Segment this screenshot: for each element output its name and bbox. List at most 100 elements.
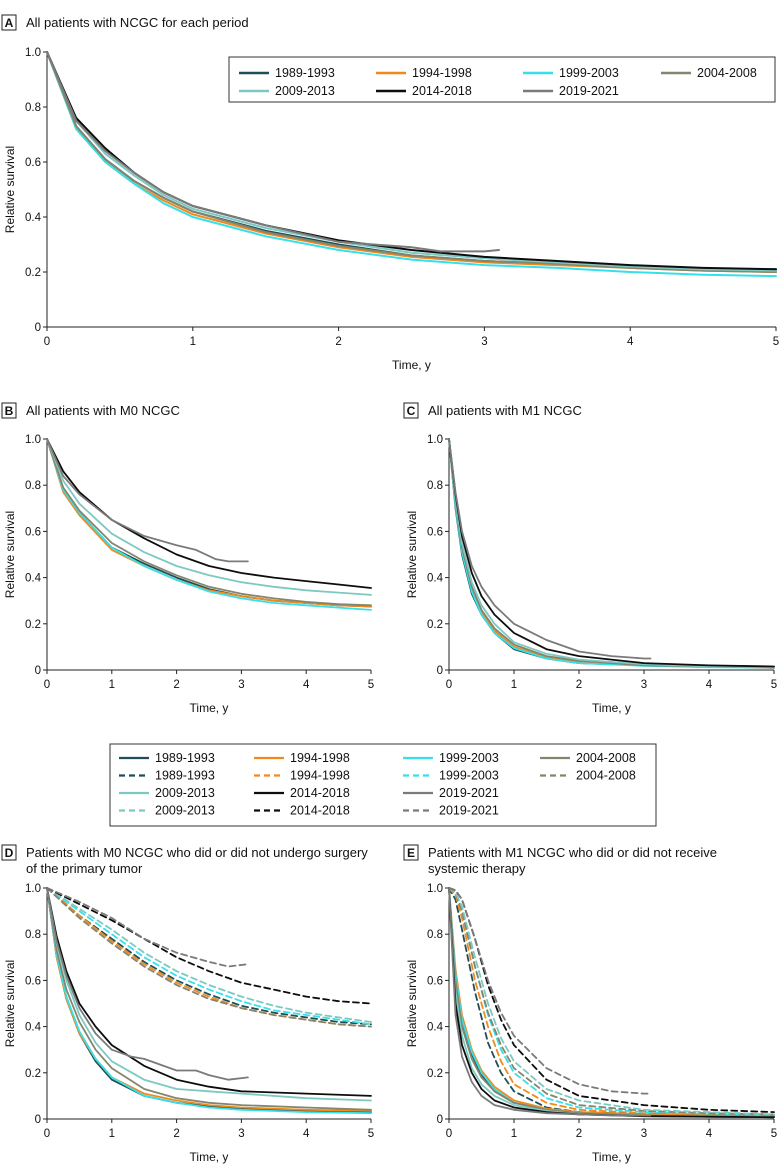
panel-c-title: All patients with M1 NCGC <box>428 403 582 418</box>
panel-e-series-2009-2013 <box>448 887 775 1119</box>
panel-b-series-1994-1998 <box>46 438 372 608</box>
panel-c-y-tick-label: 0.4 <box>427 573 444 585</box>
panel-e-series-2004-2008 <box>448 887 775 1119</box>
panel-a-x-tick-label: 4 <box>627 336 634 348</box>
legend-mid-label-2009-2013: 2009-2013 <box>155 786 215 800</box>
panel-e-y-tick-label: 0.6 <box>427 975 443 987</box>
panel-d-letter: D <box>5 846 14 860</box>
panel-d-series-1989-1993-dashed <box>46 887 372 1026</box>
panel-b-badge <box>1 402 17 419</box>
legend-top-box <box>228 56 776 103</box>
panel-b-plot: 0 0.2 0.4 0.6 0.8 1.0 0 1 2 3 4 5 Time, y Relative su… <box>3 434 374 715</box>
panel-d-series-2009-2013 <box>46 887 372 1102</box>
panel-c-y-label: Relative survival <box>405 511 419 598</box>
panel-b-series-1989-1993 <box>46 438 372 608</box>
panel-e-y-label: Relative survival <box>405 960 419 1047</box>
panel-e-x-tick-label: 3 <box>641 1128 647 1140</box>
legend-mid-label-2004-2008: 2004-2008 <box>576 769 636 783</box>
panel-b-y-tick-label: 0.4 <box>25 573 42 585</box>
panel-d-series-2004-2008 <box>46 887 372 1111</box>
panel-e-x-tick-label: 2 <box>576 1128 582 1140</box>
panel-d-series-2009-2013-dashed <box>46 887 372 1023</box>
legend-mid-label-1994-1998: 1994-1998 <box>290 751 350 765</box>
legend-top-label-1989-1993: 1989-1993 <box>275 66 335 80</box>
panel-a-letter: A <box>5 16 14 30</box>
panel-d-y-tick-label: 0.8 <box>25 929 41 941</box>
panel-b-y-tick-label: 0.8 <box>25 480 41 492</box>
panel-d-x-label: Time, y <box>190 1150 229 1164</box>
panel-e-title-line-1: Patients with M1 NCGC who did or did not… <box>428 845 717 860</box>
legend-mid-label-1999-2003: 1999-2003 <box>439 751 499 765</box>
legend-mid-label-2019-2021: 2019-2021 <box>439 786 499 800</box>
panel-b-y-tick-label: 0.2 <box>25 619 41 631</box>
panel-d-title-line-2: of the primary tumor <box>26 861 143 876</box>
panel-e-title-line-2: systemic therapy <box>428 861 526 876</box>
panel-a-y-tick-label: 0.6 <box>25 157 41 169</box>
panel-c-x-tick-label: 5 <box>771 679 777 691</box>
panel-c-x-tick-label: 2 <box>576 679 582 691</box>
panel-d-y-tick-label: 0.2 <box>25 1068 41 1080</box>
panel-c-plot: 0 0.2 0.4 0.6 0.8 1.0 0 1 2 3 4 5 Time, y Relative su… <box>405 434 777 715</box>
legend-top-label-2009-2013: 2009-2013 <box>275 84 335 98</box>
panel-b-x-label: Time, y <box>190 701 229 715</box>
panel-a-series-2019-2021 <box>46 51 500 253</box>
legend-mid-label-1994-1998: 1994-1998 <box>290 769 350 783</box>
panel-e-series-1989-1993-dashed <box>448 887 775 1118</box>
panel-e-series-1999-2003-dashed <box>448 887 775 1117</box>
panel-b-y-tick-label: 0.6 <box>25 526 41 538</box>
legend-top-label-2014-2018: 2014-2018 <box>412 84 472 98</box>
panel-c-y-tick-label: 0 <box>437 665 443 677</box>
panel-b-y-tick-label: 0 <box>35 665 41 677</box>
panel-b-x-tick-label: 0 <box>44 679 50 691</box>
panel-e-x-tick-label: 4 <box>706 1128 713 1140</box>
panel-c-series-2009-2013 <box>448 438 775 669</box>
panel-e-series-1994-1998-dashed <box>448 887 775 1117</box>
panel-d-series-2004-2008-dashed <box>46 887 372 1028</box>
panel-a-series-2009-2013 <box>46 51 777 272</box>
panel-b-y-label: Relative survival <box>3 511 17 598</box>
panel-a-series-1999-2003 <box>46 51 777 278</box>
panel-a-y-tick-label: 0.2 <box>25 267 41 279</box>
panel-d-series-2019-2021-dashed <box>46 887 249 968</box>
panel-e-plot: 0 0.2 0.4 0.6 0.8 1.0 0 1 2 3 4 5 Time, y Relative su… <box>405 883 777 1164</box>
legend-mid-label-2009-2013: 2009-2013 <box>155 804 215 818</box>
panel-a-x-tick-label: 2 <box>335 336 341 348</box>
panel-c-x-tick-label: 1 <box>511 679 517 691</box>
panel-b-x-tick-label: 5 <box>368 679 374 691</box>
panel-e-y-tick-label: 0 <box>437 1114 443 1126</box>
panel-b-y-tick-label: 1.0 <box>25 434 41 446</box>
panel-c-y-tick-label: 0.8 <box>427 480 443 492</box>
panel-c-series-2019-2021 <box>448 438 652 660</box>
legend-mid-label-2014-2018: 2014-2018 <box>290 804 350 818</box>
legend-mid-label-2004-2008: 2004-2008 <box>576 751 636 765</box>
legend-top-label-2019-2021: 2019-2021 <box>559 84 619 98</box>
panel-d-series-1994-1998-dashed <box>46 887 372 1028</box>
panel-e-y-tick-label: 0.4 <box>427 1022 444 1034</box>
panel-d-series-1999-2003 <box>46 887 372 1115</box>
legend-mid-label-1989-1993: 1989-1993 <box>155 769 215 783</box>
legend-mid-label-1999-2003: 1999-2003 <box>439 769 499 783</box>
panel-d-y-tick-label: 0.4 <box>25 1022 42 1034</box>
panel-a-x-tick-label: 5 <box>773 336 779 348</box>
panel-d-x-tick-label: 0 <box>44 1128 50 1140</box>
panel-e-y-tick-label: 0.8 <box>427 929 443 941</box>
panel-e-series-2014-2018-dashed <box>448 887 775 1113</box>
panel-d-plot: 0 0.2 0.4 0.6 0.8 1.0 0 1 2 3 4 5 Time, y Relative su… <box>3 883 374 1164</box>
panel-a-x-tick-label: 3 <box>481 336 487 348</box>
panel-c-x-tick-label: 0 <box>446 679 452 691</box>
legend-mid-label-2014-2018: 2014-2018 <box>290 786 350 800</box>
panel-a-plot: 0 0.2 0.4 0.6 0.8 1.0 0 1 2 3 4 5 Time, y Relative su… <box>3 47 779 372</box>
panel-d-x-tick-label: 4 <box>303 1128 310 1140</box>
panel-a-y-tick-label: 0.8 <box>25 102 41 114</box>
panel-a-x-tick-label: 1 <box>190 336 196 348</box>
panel-d-x-tick-label: 1 <box>109 1128 115 1140</box>
panel-e-y-tick-label: 1.0 <box>427 883 443 895</box>
legend-top-label-2004-2008: 2004-2008 <box>697 66 757 80</box>
panel-b-x-tick-label: 1 <box>109 679 115 691</box>
panel-b-series-1999-2003 <box>46 438 372 611</box>
panel-c-y-tick-label: 0.2 <box>427 619 443 631</box>
panel-e-x-label: Time, y <box>592 1150 631 1164</box>
panel-d-x-tick-label: 3 <box>238 1128 244 1140</box>
panel-c-y-tick-label: 1.0 <box>427 434 443 446</box>
panel-e-x-tick-label: 0 <box>446 1128 452 1140</box>
